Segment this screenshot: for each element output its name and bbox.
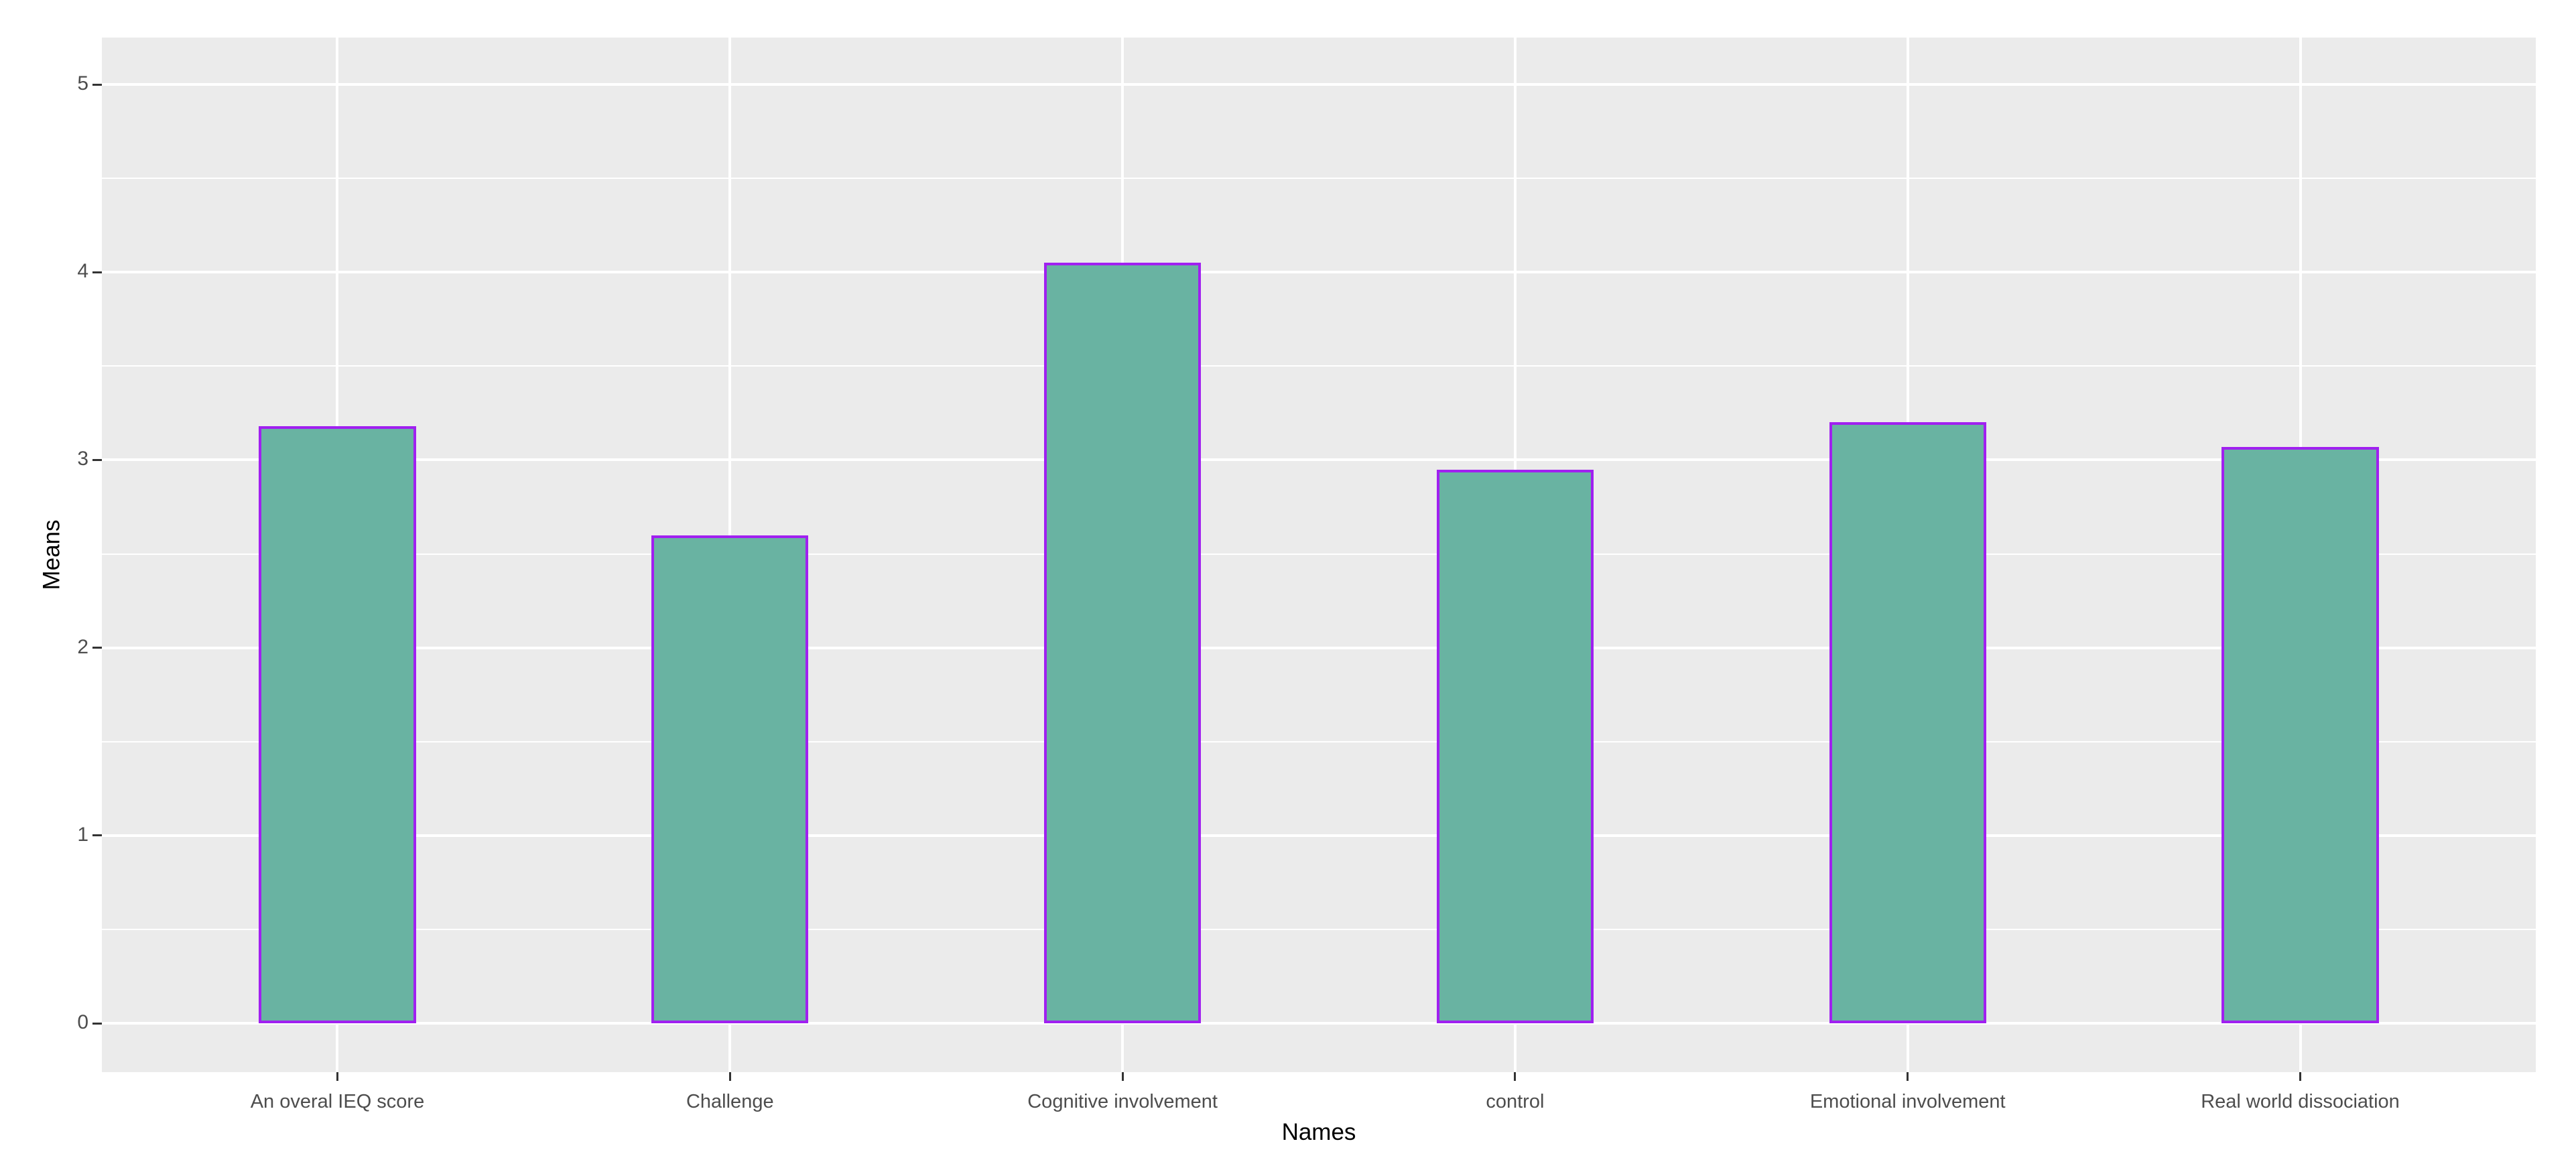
gridline-major-horizontal [102, 83, 2536, 86]
plot-panel [102, 38, 2536, 1072]
bar [1436, 469, 1594, 1024]
gridline-major-horizontal [102, 646, 2536, 649]
bar [259, 426, 416, 1024]
x-axis-tick-mark [728, 1072, 731, 1081]
y-axis-tick-label: 1 [77, 823, 88, 846]
x-axis-category-label: Real world dissociation [2201, 1091, 2400, 1112]
y-axis-tick-mark [92, 83, 102, 86]
x-axis-category-label: control [1486, 1091, 1545, 1112]
x-axis-category-label: Challenge [686, 1091, 774, 1112]
y-axis-tick-label: 2 [77, 635, 88, 658]
x-axis-tick-mark [1121, 1072, 1124, 1081]
x-axis-tick-mark [1514, 1072, 1517, 1081]
gridline-minor-horizontal [102, 929, 2536, 931]
y-axis-tick-label: 0 [77, 1011, 88, 1033]
y-axis-tick-mark [92, 458, 102, 461]
gridline-major-horizontal [102, 271, 2536, 274]
y-axis-tick-label: 5 [77, 72, 88, 94]
y-axis-tick-mark [92, 647, 102, 649]
gridline-major-horizontal [102, 1022, 2536, 1025]
x-axis-title: Names [1281, 1119, 1356, 1145]
x-axis-category-label: An overal IEQ score [250, 1091, 425, 1112]
y-axis-tick-label: 3 [77, 448, 88, 470]
y-axis-tick-label: 4 [77, 260, 88, 283]
x-axis-category-label: Emotional involvement [1809, 1091, 2006, 1112]
y-axis-title: Means [38, 519, 65, 590]
gridline-major-horizontal [102, 458, 2536, 462]
x-axis-tick-mark [1907, 1072, 1909, 1081]
gridline-minor-horizontal [102, 365, 2536, 367]
gridline-minor-horizontal [102, 178, 2536, 180]
bar [1829, 422, 1986, 1024]
y-axis-tick-mark [92, 834, 102, 837]
x-axis-tick-mark [336, 1072, 338, 1081]
bar [1043, 263, 1202, 1024]
bar [2221, 446, 2379, 1024]
x-axis-category-label: Cognitive involvement [1027, 1091, 1218, 1112]
y-axis-tick-mark [92, 1022, 102, 1025]
gridline-major-horizontal [102, 834, 2536, 837]
gridline-minor-horizontal [102, 740, 2536, 742]
y-axis-tick-mark [92, 271, 102, 273]
gridline-minor-horizontal [102, 553, 2536, 555]
bar [651, 535, 809, 1024]
x-axis-tick-mark [2299, 1072, 2302, 1081]
